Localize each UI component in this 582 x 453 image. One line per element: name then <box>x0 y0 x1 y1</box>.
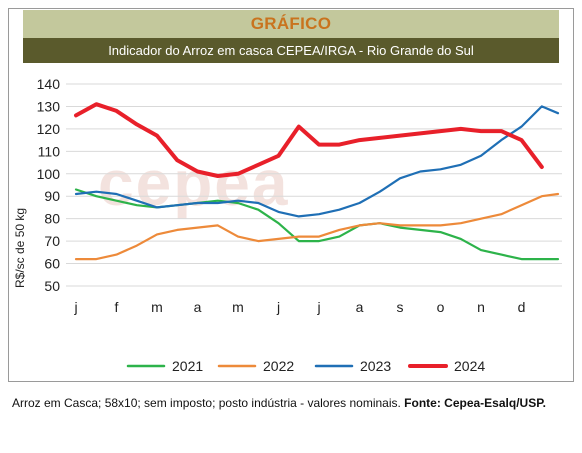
series-line-2022 <box>74 192 560 261</box>
chart-title: Indicador do Arroz em casca CEPEA/IRGA -… <box>108 43 474 58</box>
y-tick-label: 80 <box>44 211 60 227</box>
y-tick-label: 130 <box>37 98 61 114</box>
y-tick-label: 50 <box>44 278 60 294</box>
y-axis-ticks: 50 60 70 80 90 100 110 120 130 140 <box>37 76 61 294</box>
legend-label-2021: 2021 <box>172 358 203 374</box>
x-tick-label: j <box>316 299 320 315</box>
x-tick-label: a <box>356 299 364 315</box>
y-tick-label: 120 <box>37 121 61 137</box>
x-tick-label: s <box>397 299 404 315</box>
subtitle-band: Indicador do Arroz em casca CEPEA/IRGA -… <box>23 38 559 63</box>
legend-label-2024: 2024 <box>454 358 485 374</box>
y-axis-title: R$/sc de 50 kg <box>13 208 27 288</box>
legend-label-2022: 2022 <box>263 358 294 374</box>
x-tick-label: d <box>518 299 526 315</box>
y-tick-label: 60 <box>44 256 60 272</box>
chart-frame <box>8 8 574 382</box>
chart-heading: GRÁFICO <box>250 14 332 33</box>
x-tick-label: j <box>73 299 77 315</box>
x-tick-label: m <box>151 299 163 315</box>
series-line-2023 <box>74 105 560 218</box>
x-tick-label: a <box>194 299 202 315</box>
x-tick-label: j <box>276 299 280 315</box>
y-tick-label: 90 <box>44 188 60 204</box>
x-tick-label: f <box>115 299 119 315</box>
y-tick-label: 110 <box>38 143 61 159</box>
y-tick-label: 70 <box>44 233 60 249</box>
footnote-source: Fonte: Cepea-Esalq/USP. <box>404 396 546 410</box>
x-tick-label: m <box>232 299 244 315</box>
series-line-2024 <box>74 102 544 178</box>
legend: 2021 2022 2023 2024 <box>126 358 485 374</box>
x-tick-label: n <box>477 299 485 315</box>
y-tick-label: 100 <box>37 166 61 182</box>
x-tick-label: o <box>437 299 445 315</box>
watermark-text: cepea <box>98 147 289 219</box>
series-lines <box>74 102 560 261</box>
y-tick-label: 140 <box>37 76 61 92</box>
legend-label-2023: 2023 <box>360 358 391 374</box>
footnote-text: Arroz em Casca; 58x10; sem imposto; post… <box>12 396 405 410</box>
footnote: Arroz em Casca; 58x10; sem imposto; post… <box>12 395 572 412</box>
title-band: GRÁFICO <box>23 10 559 38</box>
